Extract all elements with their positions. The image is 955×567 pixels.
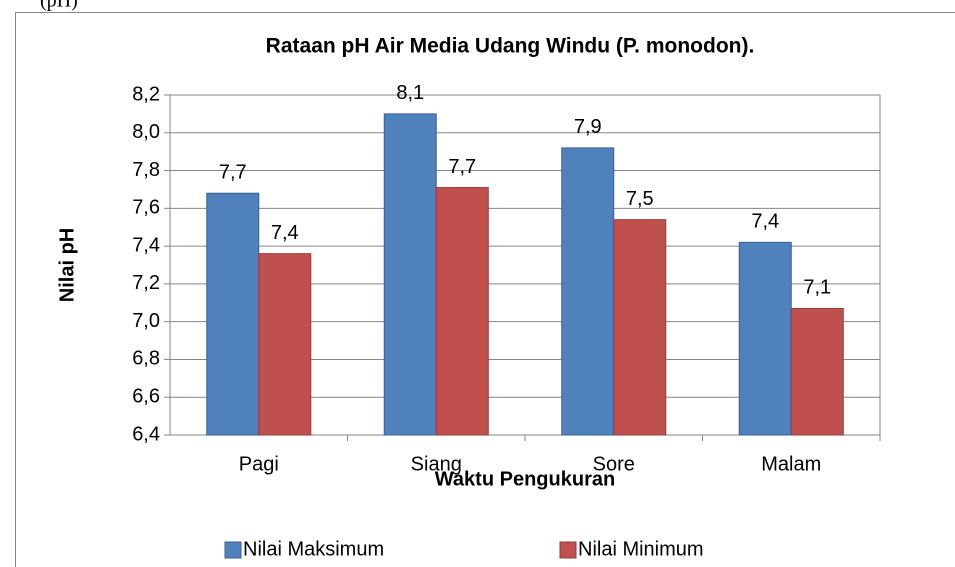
bar [258, 253, 312, 436]
x-axis-label: Waktu Pengukuran [435, 468, 615, 490]
x-tick-label: Siang [411, 453, 462, 475]
bar [561, 147, 615, 436]
chart-title: Rataan pH Air Media Udang Windu (P. mono… [266, 35, 755, 58]
value-label: 8,1 [396, 82, 424, 104]
legend-swatch [224, 541, 242, 559]
value-label: 7,4 [271, 222, 299, 244]
x-tick-label: Sore [593, 453, 635, 475]
x-tick-label: Pagi [239, 453, 279, 475]
y-tick-label: 6,4 [132, 423, 160, 445]
value-label: 7,7 [448, 156, 476, 178]
value-label: 7,9 [574, 116, 602, 138]
value-label: 7,7 [219, 162, 247, 184]
y-tick-label: 8,2 [132, 83, 160, 105]
page-header: (pH) [40, 0, 78, 12]
y-tick-label: 8,0 [132, 121, 160, 143]
bar [790, 307, 844, 436]
legend-swatch [559, 541, 577, 559]
y-tick-label: 7,2 [132, 272, 160, 294]
value-label: 7,1 [803, 277, 831, 299]
bar [383, 113, 437, 436]
value-label: 7,5 [626, 188, 654, 210]
x-tick-label: Malam [761, 453, 821, 475]
y-tick-label: 6,6 [132, 386, 160, 408]
bar [613, 219, 667, 436]
value-label: 7,4 [751, 211, 779, 233]
bar [206, 192, 260, 436]
y-tick-label: 6,8 [132, 348, 160, 370]
y-tick-label: 7,8 [132, 159, 160, 181]
legend-label: Nilai Maksimum [243, 538, 384, 560]
y-tick-label: 7,4 [132, 234, 160, 256]
bar [435, 187, 489, 436]
y-tick-label: 7,0 [132, 310, 160, 332]
y-axis-label: Nilai pH [56, 228, 78, 302]
legend-label: Nilai Minimum [578, 538, 704, 560]
bar [738, 241, 792, 436]
y-tick-label: 7,6 [132, 197, 160, 219]
